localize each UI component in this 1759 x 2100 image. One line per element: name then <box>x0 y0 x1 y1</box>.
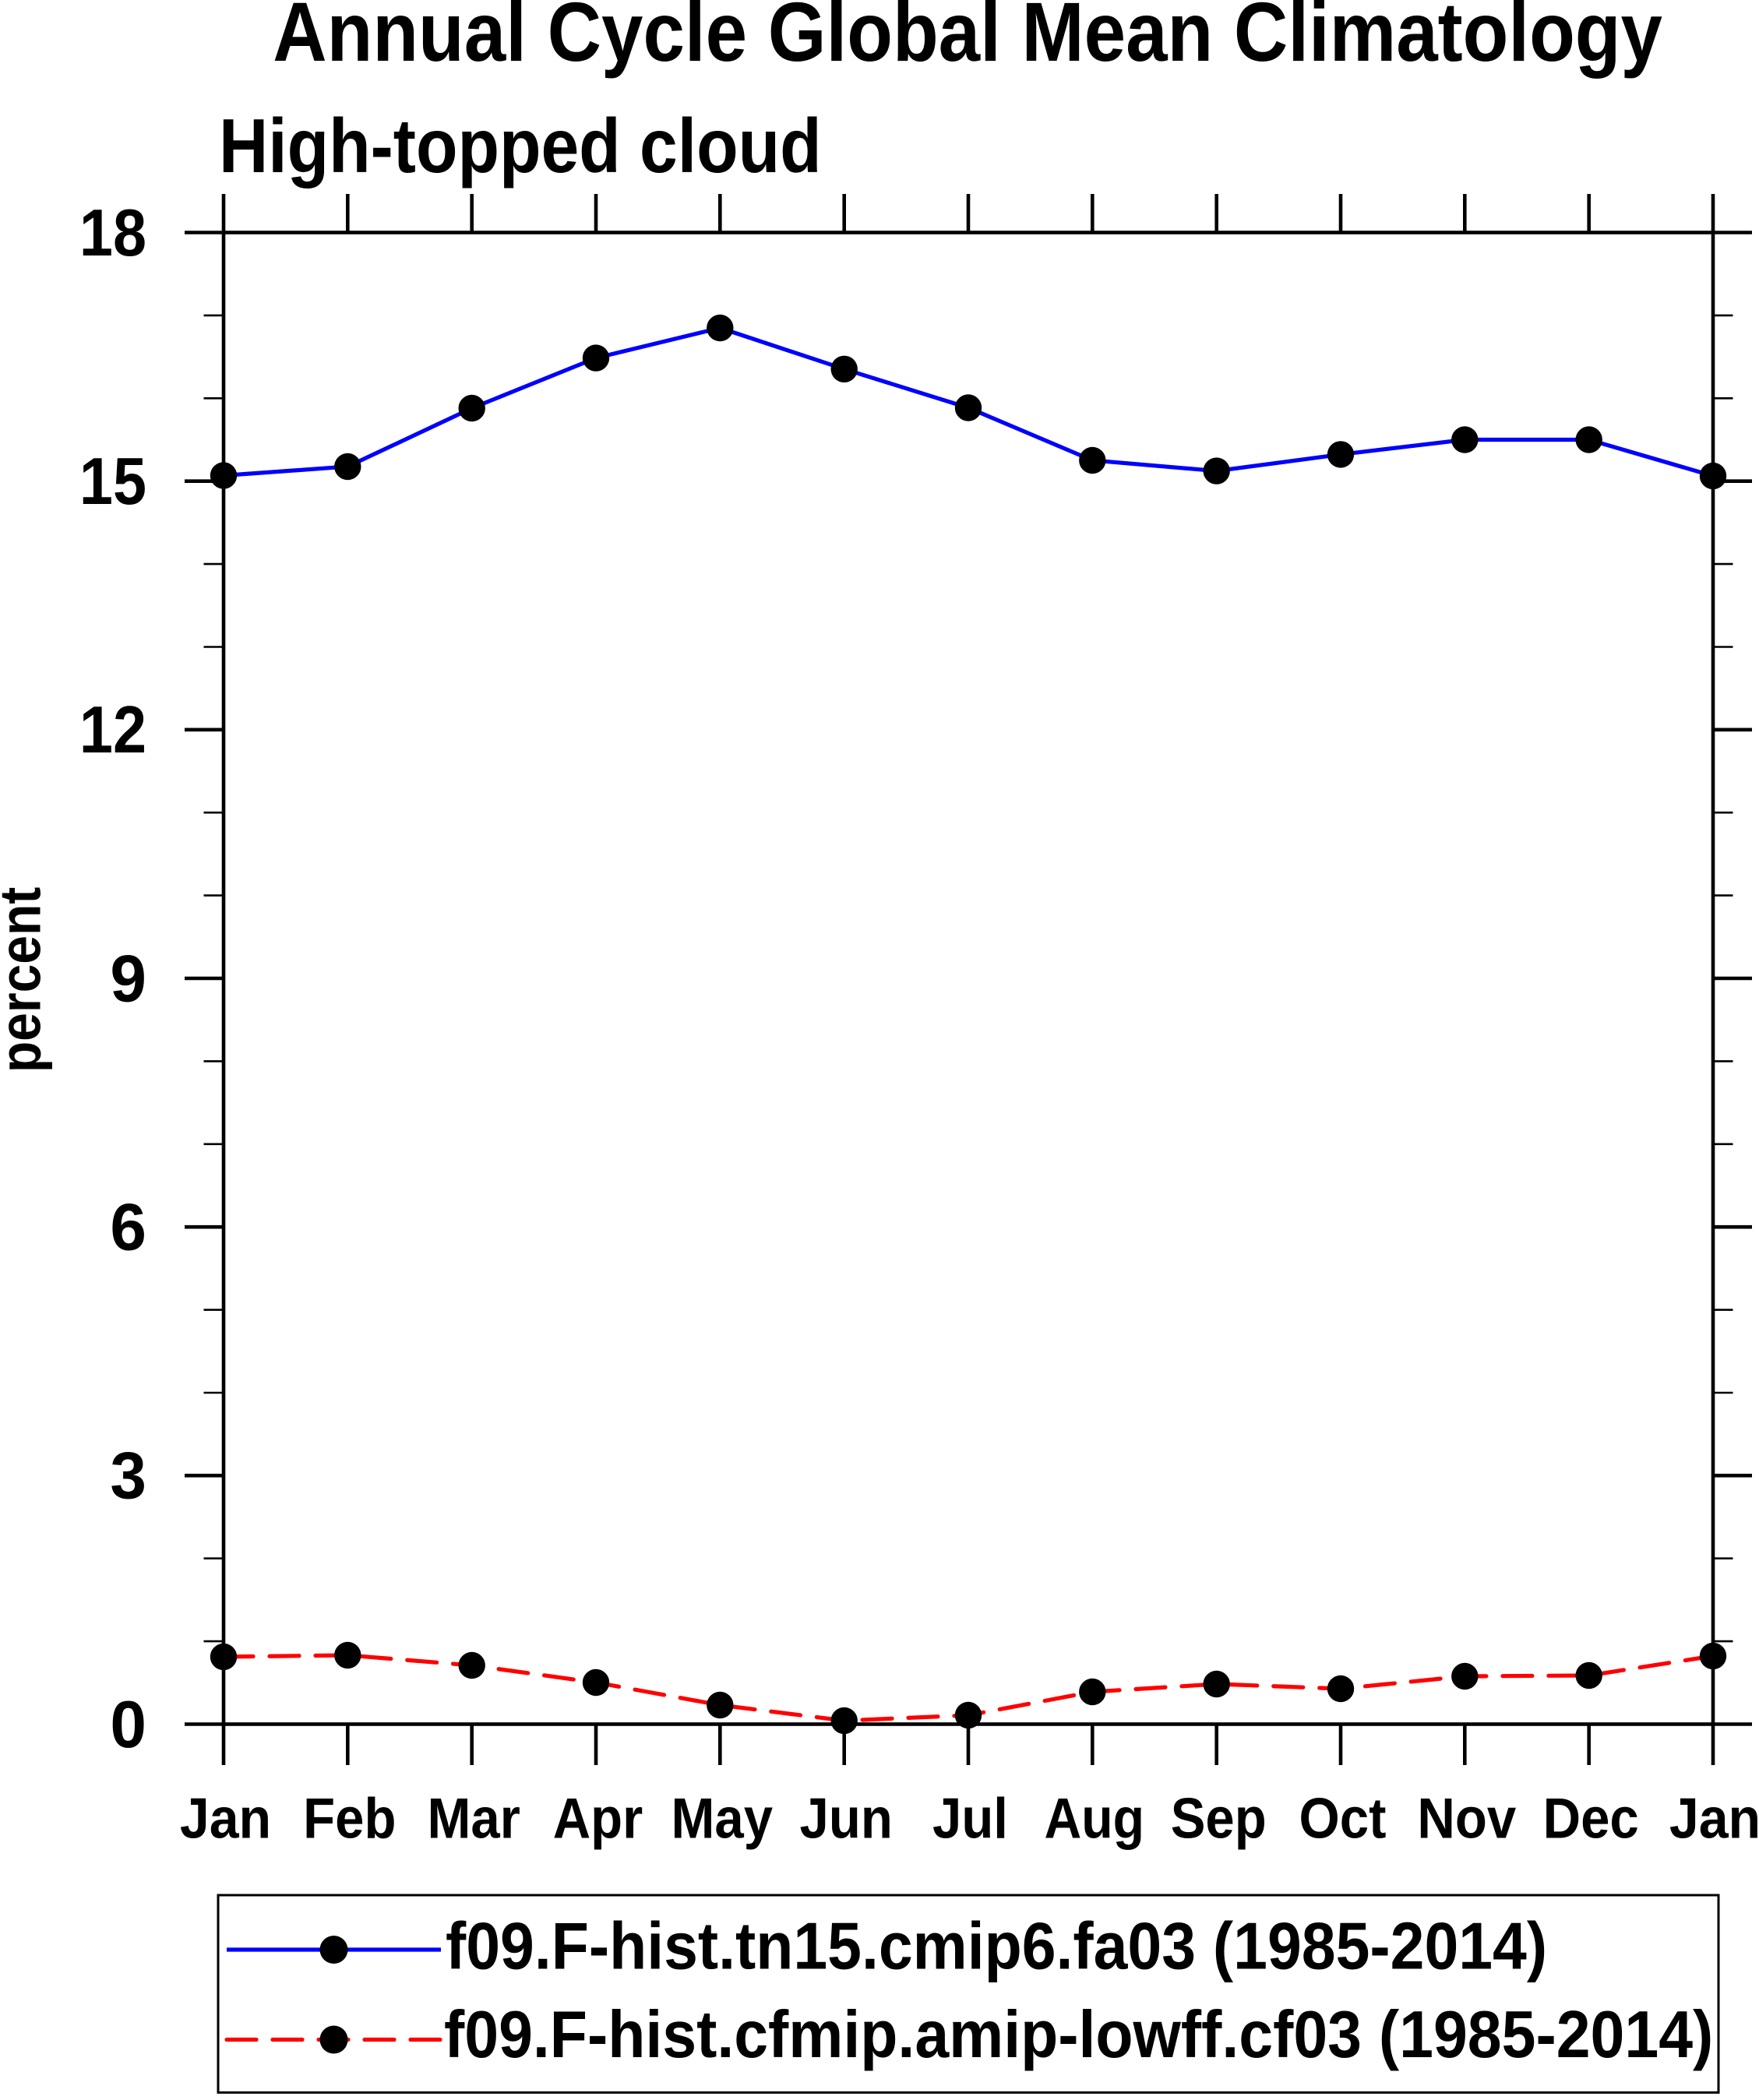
svg-text:18: 18 <box>79 196 146 270</box>
svg-text:Aug: Aug <box>1045 1786 1145 1850</box>
svg-text:Dec: Dec <box>1543 1786 1639 1850</box>
svg-text:Jun: Jun <box>800 1786 893 1850</box>
svg-text:Nov: Nov <box>1417 1786 1516 1850</box>
svg-text:f09.F-hist.cfmip.amip-lowff.cf: f09.F-hist.cfmip.amip-lowff.cf03 (1985-2… <box>444 1998 1713 2072</box>
svg-text:12: 12 <box>79 693 146 767</box>
svg-text:Feb: Feb <box>303 1786 396 1850</box>
svg-text:3: 3 <box>110 1439 146 1513</box>
svg-text:Oct: Oct <box>1299 1786 1387 1850</box>
svg-text:May: May <box>672 1786 774 1850</box>
svg-text:High-topped cloud: High-topped cloud <box>219 103 822 189</box>
svg-text:Annual Cycle Global Mean Clima: Annual Cycle Global Mean Climatology <box>273 0 1662 79</box>
svg-text:15: 15 <box>79 445 146 519</box>
svg-text:percent: percent <box>0 887 53 1073</box>
svg-text:Jan: Jan <box>180 1786 271 1850</box>
svg-text:Sep: Sep <box>1171 1786 1267 1850</box>
svg-text:0: 0 <box>110 1688 146 1762</box>
svg-text:f09.F-hist.tn15.cmip6.fa03 (19: f09.F-hist.tn15.cmip6.fa03 (1985-2014) <box>446 1909 1547 1983</box>
svg-text:6: 6 <box>110 1191 146 1265</box>
svg-text:Jan: Jan <box>1669 1786 1759 1850</box>
svg-text:Jul: Jul <box>932 1786 1008 1850</box>
svg-text:Apr: Apr <box>553 1786 643 1850</box>
svg-text:Mar: Mar <box>428 1786 520 1850</box>
svg-text:9: 9 <box>110 942 146 1016</box>
